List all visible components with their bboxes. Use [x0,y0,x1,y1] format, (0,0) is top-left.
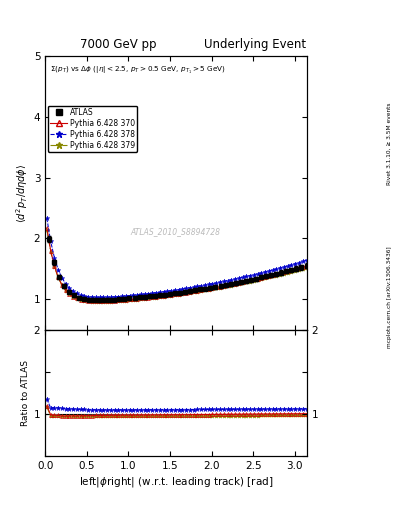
Text: mcplots.cern.ch [arXiv:1306.3436]: mcplots.cern.ch [arXiv:1306.3436] [387,246,392,348]
Text: ATLAS_2010_S8894728: ATLAS_2010_S8894728 [131,227,221,236]
X-axis label: left|$\phi$right| (w.r.t. leading track) [rad]: left|$\phi$right| (w.r.t. leading track)… [79,475,273,489]
Text: $\Sigma(p_T)$ vs $\Delta\phi$ ($|\eta| < 2.5$, $p_T > 0.5$ GeV, $p_{T_1} > 5$ Ge: $\Sigma(p_T)$ vs $\Delta\phi$ ($|\eta| <… [50,65,226,76]
Text: Underlying Event: Underlying Event [204,38,307,51]
Y-axis label: $\langle d^2 p_T/d\eta d\phi\rangle$: $\langle d^2 p_T/d\eta d\phi\rangle$ [14,163,29,223]
Text: Rivet 3.1.10, ≥ 3.5M events: Rivet 3.1.10, ≥ 3.5M events [387,102,392,185]
Y-axis label: Ratio to ATLAS: Ratio to ATLAS [20,359,29,425]
Text: 7000 GeV pp: 7000 GeV pp [80,38,156,51]
Legend: ATLAS, Pythia 6.428 370, Pythia 6.428 378, Pythia 6.428 379: ATLAS, Pythia 6.428 370, Pythia 6.428 37… [48,105,138,152]
